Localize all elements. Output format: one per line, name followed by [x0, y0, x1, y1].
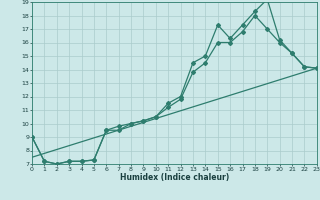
X-axis label: Humidex (Indice chaleur): Humidex (Indice chaleur) — [120, 173, 229, 182]
